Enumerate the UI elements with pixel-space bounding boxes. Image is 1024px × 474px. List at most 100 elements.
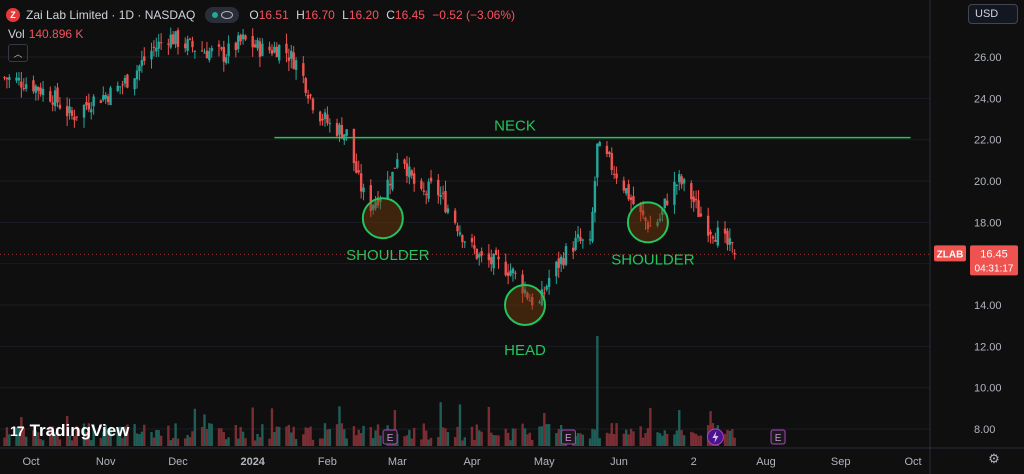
visibility-toggle[interactable] bbox=[205, 7, 240, 23]
pattern-circle-1[interactable] bbox=[361, 197, 404, 240]
symbol-title[interactable]: Zai Lab Limited · 1D · NASDAQ bbox=[26, 8, 196, 22]
volume-bar bbox=[222, 432, 225, 446]
candle-body bbox=[65, 106, 69, 117]
volume-bar bbox=[285, 426, 288, 446]
candle-body bbox=[143, 56, 146, 61]
volume-bar bbox=[369, 426, 372, 446]
candle-body bbox=[379, 198, 382, 202]
candle-body bbox=[588, 239, 592, 241]
volume-bar bbox=[538, 426, 541, 446]
candle-body bbox=[446, 208, 450, 213]
volume-bar bbox=[427, 439, 430, 446]
candle-body bbox=[123, 77, 127, 84]
symbol-tag bbox=[934, 245, 966, 262]
volume-bar bbox=[106, 429, 110, 446]
tradingview-mark-icon: 17 bbox=[10, 423, 25, 439]
candle-body bbox=[138, 65, 141, 72]
volume-bar bbox=[422, 423, 426, 446]
pattern-circle-2[interactable] bbox=[504, 284, 547, 326]
currency-selector[interactable]: USD bbox=[968, 4, 1018, 24]
candle-body bbox=[159, 42, 163, 44]
volume-bar bbox=[504, 428, 507, 446]
candle-body bbox=[328, 123, 332, 125]
candle-body bbox=[106, 96, 110, 103]
volume-bar bbox=[343, 429, 346, 446]
volume-bar bbox=[90, 440, 93, 446]
volume-bar bbox=[612, 434, 616, 446]
x-tick-label: Apr bbox=[463, 456, 480, 468]
volume-bar bbox=[733, 437, 736, 446]
candle-body bbox=[104, 95, 107, 99]
volume-bar bbox=[682, 435, 686, 446]
candle-body bbox=[706, 215, 710, 236]
y-tick-label: 12.00 bbox=[974, 341, 1002, 353]
candle-body bbox=[227, 43, 230, 57]
candle-body bbox=[155, 47, 158, 52]
volume-bar bbox=[294, 439, 298, 446]
volume-bar bbox=[309, 426, 312, 446]
volume-bar bbox=[420, 439, 423, 446]
volume-bar bbox=[673, 434, 676, 446]
volume-bar bbox=[497, 435, 500, 446]
candle-body bbox=[574, 237, 577, 250]
candle-body bbox=[723, 228, 727, 234]
candle-body bbox=[526, 292, 529, 299]
earnings-marker[interactable]: E bbox=[770, 429, 786, 445]
candle-body bbox=[605, 145, 609, 155]
candle-body bbox=[318, 111, 322, 122]
pattern-circle-3[interactable] bbox=[626, 201, 669, 244]
candle-body bbox=[716, 227, 720, 246]
candle-body bbox=[420, 180, 423, 189]
candle-body bbox=[275, 46, 279, 58]
collapse-legend-button[interactable]: ︿ bbox=[8, 44, 28, 62]
candle-body bbox=[478, 254, 481, 258]
volume-bar bbox=[726, 429, 729, 446]
candle-body bbox=[673, 181, 676, 205]
candle-body bbox=[441, 192, 445, 194]
candle-body bbox=[646, 222, 650, 230]
volume-bar bbox=[118, 426, 122, 446]
candle-body bbox=[253, 44, 257, 48]
candle-body bbox=[639, 202, 642, 213]
symbol-legend[interactable]: Z Zai Lab Limited · 1D · NASDAQ O16.51 H… bbox=[6, 6, 515, 24]
candle-body bbox=[24, 84, 28, 89]
earnings-marker[interactable]: E bbox=[560, 429, 576, 445]
volume-bar bbox=[157, 430, 160, 446]
volume-bar bbox=[675, 430, 679, 446]
earnings-marker[interactable]: E bbox=[382, 429, 398, 445]
candle-body bbox=[49, 91, 52, 102]
candle-body bbox=[73, 116, 76, 121]
volume-bar bbox=[150, 432, 153, 446]
volume-bar bbox=[437, 437, 440, 446]
volume-bar bbox=[523, 428, 527, 446]
candle-body bbox=[427, 181, 430, 199]
candle-body bbox=[56, 87, 59, 103]
volume-bar bbox=[53, 432, 57, 446]
candle-body bbox=[538, 302, 541, 304]
candle-body bbox=[87, 102, 91, 110]
candle-body bbox=[306, 94, 310, 99]
candle-body bbox=[5, 77, 9, 80]
settings-gear-icon[interactable]: ⚙ bbox=[988, 451, 1000, 466]
volume-bar bbox=[205, 429, 209, 446]
candle-body bbox=[217, 44, 221, 47]
candle-body bbox=[224, 57, 228, 63]
volume-bar bbox=[65, 416, 69, 446]
candle-body bbox=[458, 232, 462, 235]
candle-body bbox=[598, 141, 601, 147]
candle-body bbox=[309, 94, 312, 96]
candle-body bbox=[408, 166, 411, 178]
candle-body bbox=[256, 40, 259, 49]
volume-bar bbox=[345, 438, 348, 446]
candle-body bbox=[58, 104, 62, 109]
candle-body bbox=[157, 41, 160, 49]
candle-body bbox=[492, 254, 495, 269]
candle-body bbox=[109, 87, 112, 106]
candle-body bbox=[514, 272, 517, 274]
volume-bar bbox=[24, 436, 28, 446]
candle-body bbox=[133, 78, 136, 90]
volume-bar bbox=[123, 426, 127, 446]
y-tick-label: 10.00 bbox=[974, 383, 1002, 395]
volume-bar bbox=[34, 430, 38, 446]
